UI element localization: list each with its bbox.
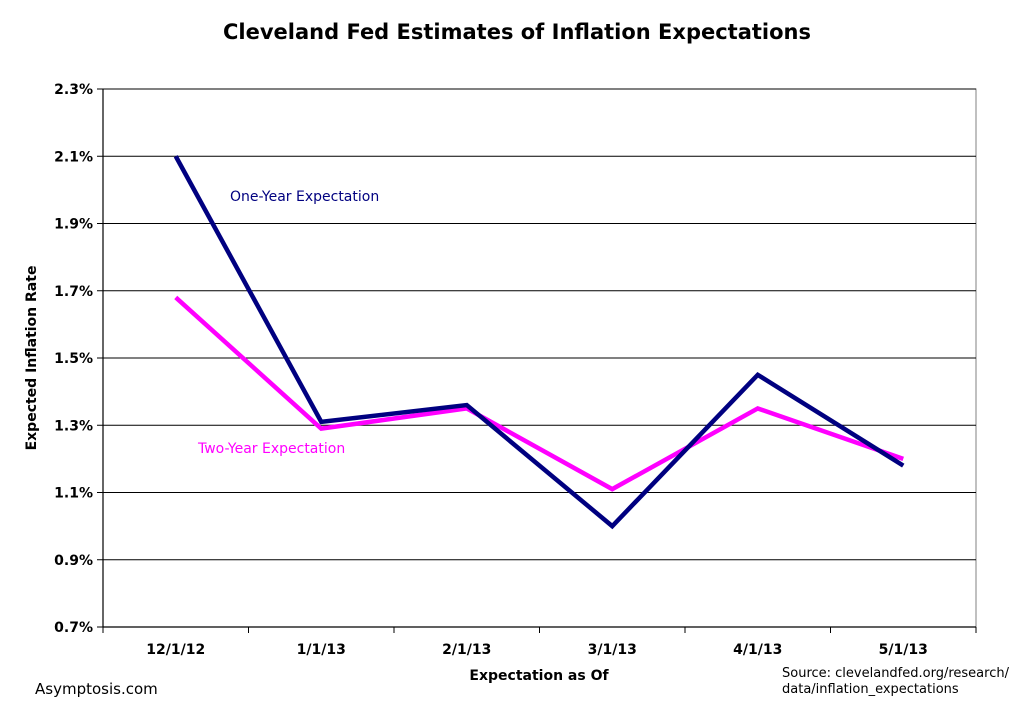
x-axis-label: Expectation as Of [469,668,609,684]
watermark: Asymptosis.com [35,680,158,698]
source-note: Source: clevelandfed.org/research/ data/… [782,666,1009,698]
y-tick-label: 1.5% [54,351,93,367]
series-label-two-year: Two-Year Expectation [197,441,345,457]
x-tick-label: 3/1/13 [588,642,637,658]
y-tick-label: 1.7% [54,284,93,300]
x-tick-label: 12/1/12 [146,642,205,658]
y-tick-label: 1.3% [54,418,93,434]
y-tick-label: 1.9% [54,217,93,233]
series-label-one-year: One-Year Expectation [230,189,379,205]
x-tick-label: 5/1/13 [879,642,928,658]
y-tick-label: 2.3% [54,82,93,98]
x-tick-label: 2/1/13 [442,642,491,658]
chart-title: Cleveland Fed Estimates of Inflation Exp… [223,20,811,44]
y-tick-label: 0.7% [54,620,93,636]
source-line-1: Source: clevelandfed.org/research/ [782,666,1009,681]
y-axis-label: Expected Inflation Rate [24,266,40,451]
source-line-2: data/inflation_expectations [782,682,959,697]
x-tick-label: 4/1/13 [733,642,782,658]
series-line-one-year [173,155,905,530]
y-tick-label: 1.1% [54,486,93,502]
x-tick-label: 1/1/13 [297,642,346,658]
y-tick-label: 0.9% [54,553,93,569]
series-line-two-year [174,295,904,492]
y-tick-label: 2.1% [54,149,93,165]
